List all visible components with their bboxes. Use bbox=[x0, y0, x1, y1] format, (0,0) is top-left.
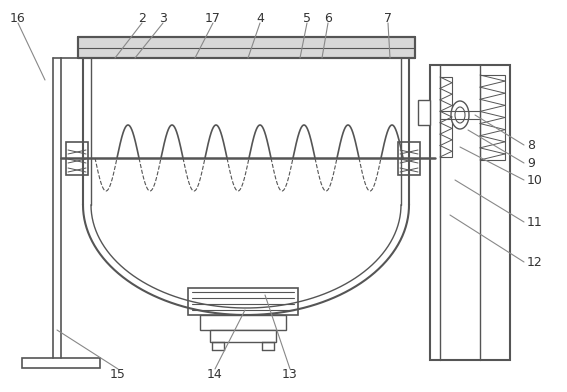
Bar bbox=[210, 330, 276, 342]
Text: 9: 9 bbox=[527, 156, 535, 169]
Bar bbox=[66, 142, 88, 175]
Text: 14: 14 bbox=[207, 368, 223, 381]
Bar bbox=[440, 77, 452, 157]
Text: 17: 17 bbox=[205, 11, 221, 25]
Text: 12: 12 bbox=[527, 256, 543, 269]
Text: 6: 6 bbox=[324, 11, 332, 25]
Text: 10: 10 bbox=[527, 174, 543, 187]
Text: 2: 2 bbox=[138, 11, 146, 25]
Bar bbox=[430, 65, 510, 360]
Text: 5: 5 bbox=[303, 11, 311, 25]
Text: 7: 7 bbox=[384, 11, 392, 25]
Bar bbox=[418, 100, 430, 125]
Text: 15: 15 bbox=[110, 368, 126, 381]
Bar bbox=[188, 288, 298, 315]
Ellipse shape bbox=[451, 101, 469, 129]
Text: 3: 3 bbox=[159, 11, 167, 25]
Bar bbox=[22, 358, 100, 368]
Bar bbox=[398, 142, 420, 175]
Text: 16: 16 bbox=[10, 11, 26, 25]
Ellipse shape bbox=[455, 107, 465, 123]
Text: 11: 11 bbox=[527, 216, 543, 229]
Bar bbox=[480, 75, 505, 160]
Bar bbox=[200, 315, 286, 330]
Text: 13: 13 bbox=[282, 368, 298, 381]
Text: 4: 4 bbox=[256, 11, 264, 25]
Text: 8: 8 bbox=[527, 138, 535, 151]
Bar bbox=[78, 37, 415, 58]
